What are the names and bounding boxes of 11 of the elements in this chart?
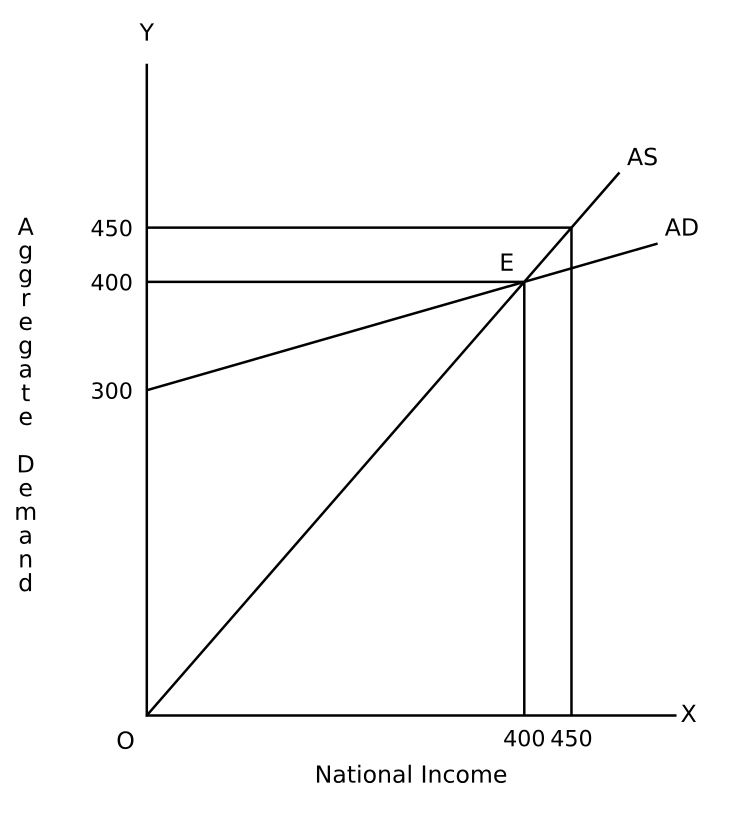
y-tick-label: 400: [92, 274, 132, 291]
x-axis-title: National Income: [316, 764, 506, 783]
text: Y: [140, 23, 154, 41]
y-tick-label: 450: [92, 220, 132, 236]
text: X: [681, 704, 696, 722]
series-label: AS: [627, 148, 657, 166]
text: Aggregate Demand: [16, 218, 36, 592]
annotation: O: [118, 731, 134, 750]
y-tick-label: 300: [92, 382, 132, 399]
annotation: E: [502, 254, 513, 271]
series-label: AD: [664, 218, 698, 236]
